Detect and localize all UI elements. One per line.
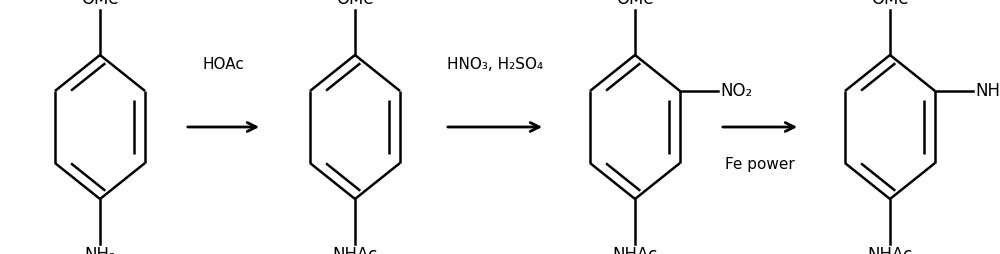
Text: NH₂: NH₂: [975, 82, 1000, 100]
Text: OMe: OMe: [81, 0, 119, 8]
Text: NH₂: NH₂: [84, 246, 116, 254]
Text: HOAc: HOAc: [203, 57, 244, 72]
Text: NO₂: NO₂: [720, 82, 752, 100]
Text: NHAc: NHAc: [612, 246, 658, 254]
Text: Fe power: Fe power: [725, 157, 795, 172]
Text: OMe: OMe: [616, 0, 654, 8]
Text: HNO₃, H₂SO₄: HNO₃, H₂SO₄: [447, 57, 543, 72]
Text: OMe: OMe: [871, 0, 909, 8]
Text: NHAc: NHAc: [332, 246, 378, 254]
Text: OMe: OMe: [336, 0, 374, 8]
Text: NHAc: NHAc: [867, 246, 913, 254]
